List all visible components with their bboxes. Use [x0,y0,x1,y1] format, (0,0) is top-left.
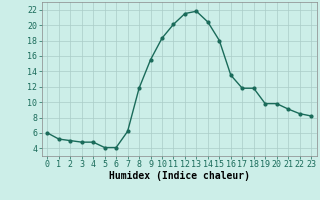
X-axis label: Humidex (Indice chaleur): Humidex (Indice chaleur) [109,171,250,181]
